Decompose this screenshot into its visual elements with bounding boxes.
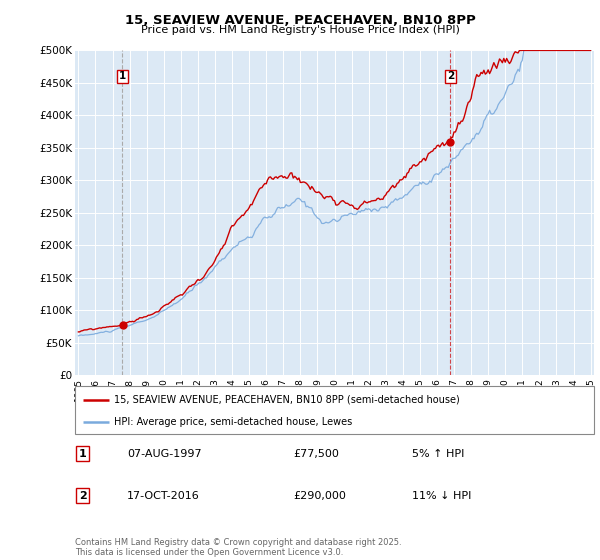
Text: 15, SEAVIEW AVENUE, PEACEHAVEN, BN10 8PP (semi-detached house): 15, SEAVIEW AVENUE, PEACEHAVEN, BN10 8PP… bbox=[114, 395, 460, 405]
Text: £290,000: £290,000 bbox=[293, 491, 346, 501]
Text: 5% ↑ HPI: 5% ↑ HPI bbox=[412, 449, 465, 459]
Text: 2: 2 bbox=[79, 491, 86, 501]
Text: 17-OCT-2016: 17-OCT-2016 bbox=[127, 491, 200, 501]
Text: 2: 2 bbox=[447, 71, 454, 81]
Text: Price paid vs. HM Land Registry's House Price Index (HPI): Price paid vs. HM Land Registry's House … bbox=[140, 25, 460, 35]
Text: HPI: Average price, semi-detached house, Lewes: HPI: Average price, semi-detached house,… bbox=[114, 417, 352, 427]
Text: £77,500: £77,500 bbox=[293, 449, 339, 459]
Text: 1: 1 bbox=[79, 449, 86, 459]
Text: Contains HM Land Registry data © Crown copyright and database right 2025.
This d: Contains HM Land Registry data © Crown c… bbox=[75, 538, 401, 557]
Text: 07-AUG-1997: 07-AUG-1997 bbox=[127, 449, 202, 459]
Text: 15, SEAVIEW AVENUE, PEACEHAVEN, BN10 8PP: 15, SEAVIEW AVENUE, PEACEHAVEN, BN10 8PP bbox=[125, 14, 475, 27]
Text: 1: 1 bbox=[119, 71, 126, 81]
Text: 11% ↓ HPI: 11% ↓ HPI bbox=[412, 491, 472, 501]
FancyBboxPatch shape bbox=[75, 386, 594, 434]
